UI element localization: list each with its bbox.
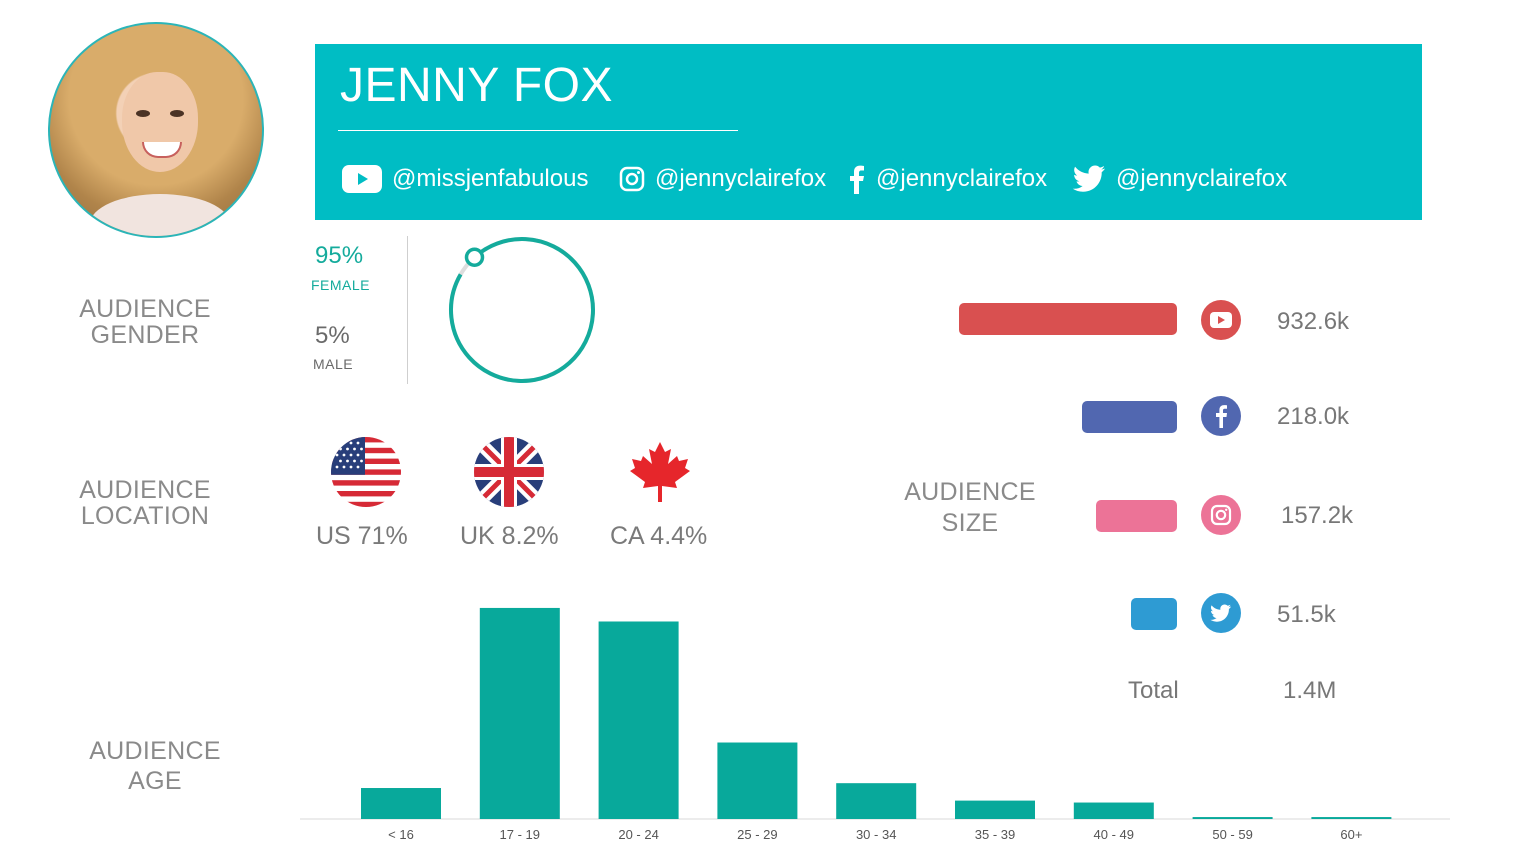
- facebook-icon[interactable]: [1200, 395, 1242, 437]
- age-bar-4: [836, 783, 917, 819]
- facebook-handle[interactable]: @jennyclairefox: [848, 162, 1047, 196]
- age-tick-label: 60+: [1340, 827, 1362, 842]
- size-bar-twitter: [1130, 598, 1177, 630]
- youtube-handle[interactable]: @missjenfabulous: [342, 162, 588, 196]
- age-bar-6: [1073, 802, 1154, 819]
- audience-gender-label: AUDIENCE GENDER: [79, 295, 211, 349]
- youtube-icon[interactable]: [1200, 299, 1242, 341]
- twitter-icon: [1072, 165, 1105, 192]
- canada-flag-icon: [630, 442, 690, 502]
- size-bar-facebook: [1082, 401, 1177, 433]
- youtube-handle-text: @missjenfabulous: [392, 165, 589, 192]
- instagram-icon[interactable]: [1200, 494, 1242, 536]
- female-percent: 95%: [315, 242, 364, 269]
- us-flag-icon: [331, 437, 401, 507]
- age-tick-label: 40 - 49: [1094, 827, 1134, 842]
- uk-flag-icon: [474, 437, 544, 507]
- age-bar-5: [955, 800, 1035, 819]
- location-us: US 71%: [316, 522, 408, 550]
- size-bar-youtube: [959, 303, 1177, 335]
- age-tick-label: 50 - 59: [1212, 827, 1252, 842]
- profile-name: JENNY FOX: [340, 59, 613, 112]
- age-tick-label: 20 - 24: [618, 827, 658, 842]
- age-bar-7: [1192, 817, 1273, 819]
- audience-age-label: AUDIENCE AGE: [89, 737, 221, 795]
- donut-female-arc: [449, 237, 595, 383]
- size-value-instagram: 157.2k: [1281, 502, 1354, 529]
- instagram-handle-text: @jennyclairefox: [655, 165, 827, 192]
- female-label: FEMALE: [311, 277, 371, 293]
- donut-marker: [464, 247, 485, 267]
- twitter-handle-text: @jennyclairefox: [1116, 165, 1288, 192]
- male-label: MALE: [313, 356, 354, 372]
- size-total-value: 1.4M: [1283, 677, 1337, 704]
- age-bar-1: [479, 607, 560, 819]
- name-underline: [338, 130, 738, 131]
- gender-divider: [407, 236, 408, 384]
- size-value-twitter: 51.5k: [1277, 601, 1336, 628]
- audience-location-label: AUDIENCE LOCATION: [79, 476, 211, 530]
- size-total-label: Total: [1128, 677, 1179, 704]
- age-bar-chart: < 16 17 - 19 20 - 24 25 - 29 30 - 34 35 - 39 4…: [300, 607, 1450, 842]
- facebook-handle-text: @jennyclairefox: [876, 165, 1048, 192]
- age-tick-label: 25 - 29: [737, 827, 777, 842]
- location-uk: UK 8.2%: [460, 522, 559, 550]
- size-value-youtube: 932.6k: [1277, 308, 1350, 335]
- instagram-icon: [619, 166, 645, 192]
- male-percent: 5%: [315, 322, 350, 349]
- gender-donut: [449, 237, 595, 383]
- size-value-facebook: 218.0k: [1277, 403, 1350, 430]
- twitter-icon[interactable]: [1200, 592, 1242, 634]
- age-bar-2: [598, 621, 679, 819]
- age-tick-label: 35 - 39: [975, 827, 1015, 842]
- audience-size-label: AUDIENCE SIZE: [904, 478, 1036, 537]
- facebook-icon: [850, 165, 864, 194]
- age-bar-8: [1311, 817, 1392, 819]
- profile-avatar: [48, 22, 264, 238]
- age-bar-0: [361, 788, 441, 819]
- profile-header: [315, 44, 1422, 220]
- location-ca: CA 4.4%: [610, 522, 708, 550]
- twitter-handle[interactable]: @jennyclairefox: [1072, 162, 1287, 196]
- youtube-icon: [342, 165, 382, 193]
- age-tick-label: 17 - 19: [500, 827, 540, 842]
- instagram-handle[interactable]: @jennyclairefox: [619, 162, 826, 196]
- age-tick-label: < 16: [388, 827, 414, 842]
- age-tick-label: 30 - 34: [856, 827, 896, 842]
- age-bar-3: [717, 742, 798, 819]
- size-bar-instagram: [1096, 500, 1177, 532]
